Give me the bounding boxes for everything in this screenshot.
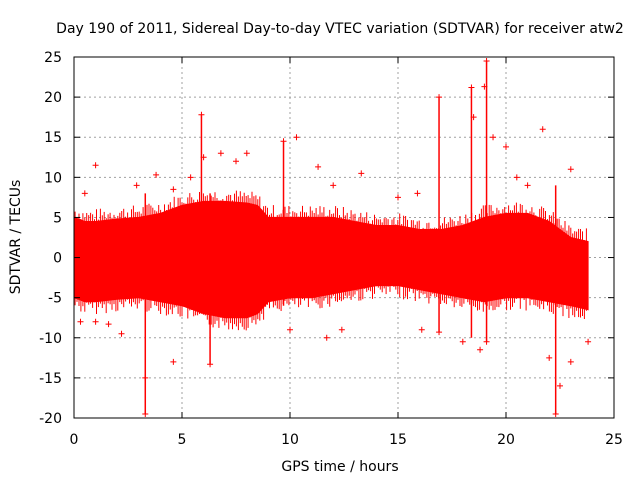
y-axis-label: SDTVAR / TECUs [8,180,24,295]
data-point-marker [470,114,477,121]
plot-frame [73,56,615,419]
data-point-marker [293,134,300,141]
data-layer [73,58,592,417]
data-point-marker [567,166,574,173]
data-point-marker [338,326,345,333]
x-tick-label: 5 [178,432,187,448]
data-point-marker [567,358,574,365]
data-point-marker [118,330,125,337]
y-tick-label: -10 [39,331,62,347]
data-point-marker [585,338,592,345]
data-point-marker [330,182,337,189]
data-point-marker [418,326,425,333]
data-point-marker [436,329,443,336]
data-point-marker [233,158,239,165]
data-point-marker [483,338,490,345]
data-point-marker [92,318,99,325]
data-point-marker [436,94,443,101]
data-point-marker [105,321,112,328]
data-point-marker [170,186,177,193]
data-point-marker [323,334,330,341]
y-tick-label: 25 [44,50,62,66]
data-point-marker [358,170,365,177]
data-point-marker [133,182,140,189]
data-point-marker [170,358,177,365]
x-tick-label: 10 [281,432,299,448]
data-point-marker [468,84,475,91]
data-point-marker [243,150,250,157]
data-point-marker [287,326,293,333]
data-point-marker [153,171,160,178]
y-tick-label: 20 [44,90,62,106]
y-tick-label: -20 [39,411,62,427]
x-tick-label: 0 [70,432,79,448]
data-point-marker [217,150,224,157]
data-point-marker [414,190,421,197]
data-point-marker [539,126,546,133]
data-point-marker [200,154,207,161]
tick-layer [73,56,615,419]
y-tick-label: 0 [53,251,62,267]
data-point-marker [490,134,497,141]
x-axis-label: GPS time / hours [281,459,398,475]
data-point-marker [395,194,401,201]
data-point-marker [198,111,205,118]
data-point-marker [142,410,149,417]
data-point-marker [503,143,509,150]
data-point-marker [513,174,520,181]
y-tick-label: 15 [44,130,62,146]
data-point-marker [459,338,466,345]
data-point-marker [481,83,488,90]
chart-title: Day 190 of 2011, Sidereal Day-to-day VTE… [56,21,624,37]
data-point-marker [81,190,88,197]
data-point-marker [483,58,490,65]
y-tick-label: -15 [39,371,62,387]
data-point-marker [142,374,149,381]
label-layer: 0 5 10 15 20 25 -20 -15 -10 -5 0 5 10 15 20 25 [39,50,623,448]
y-tick-label: 10 [44,170,62,186]
data-point-marker [557,382,563,389]
y-tick-label: 5 [53,210,62,226]
data-point-marker [207,361,214,368]
data-point-marker [187,174,194,181]
x-tick-label: 20 [497,432,515,448]
x-tick-label: 25 [605,432,623,448]
x-tick-label: 15 [389,432,407,448]
data-point-marker [92,162,99,169]
data-point-marker [524,182,531,189]
data-point-marker [315,163,322,170]
y-tick-label: -5 [48,291,62,307]
data-point-marker [552,410,559,417]
data-point-marker [546,354,553,361]
data-point-marker [77,318,84,325]
data-point-marker [280,138,287,145]
data-point-marker [477,346,484,353]
